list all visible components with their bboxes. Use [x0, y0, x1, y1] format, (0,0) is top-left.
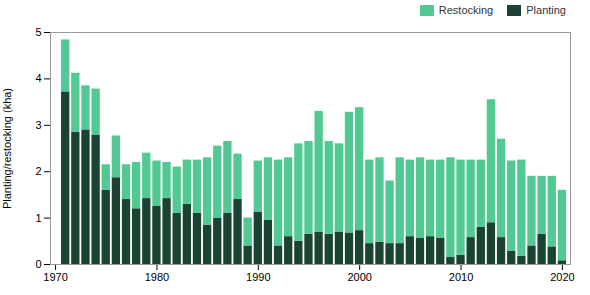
svg-text:1970: 1970 [43, 271, 67, 283]
svg-text:2020: 2020 [550, 271, 574, 283]
svg-text:1: 1 [35, 212, 41, 224]
svg-text:2000: 2000 [347, 271, 371, 283]
html-text:Restocking: Restocking [438, 4, 494, 16]
svg-text:2: 2 [35, 165, 41, 177]
svg-text:4: 4 [35, 72, 41, 84]
svg-text:1980: 1980 [145, 271, 169, 283]
svg-text:2010: 2010 [449, 271, 473, 283]
svg-text:Planting/restocking (kha): Planting/restocking (kha) [1, 88, 13, 209]
svg-text:5: 5 [35, 26, 41, 38]
svg-text:0: 0 [35, 258, 41, 270]
svg-text:3: 3 [35, 119, 41, 131]
svg-text:1990: 1990 [246, 271, 270, 283]
html-text:Planting: Planting [526, 4, 566, 16]
